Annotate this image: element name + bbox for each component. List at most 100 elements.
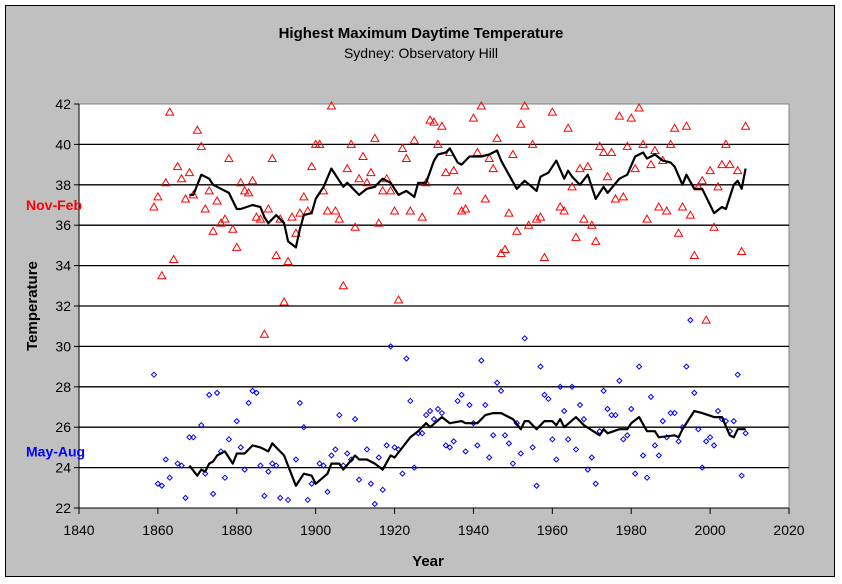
data-point-diamond — [454, 397, 461, 405]
data-point-triangle — [358, 151, 368, 161]
y-tick-label: 28 — [55, 379, 71, 395]
data-point-triangle — [480, 193, 491, 203]
chart-subtitle: Sydney: Observatory Hill — [344, 45, 498, 61]
data-point-triangle — [326, 101, 337, 110]
data-point-triangle — [330, 206, 341, 215]
data-point-diamond — [265, 468, 272, 475]
data-point-diamond — [190, 434, 197, 441]
data-point-diamond — [706, 434, 714, 441]
data-point-triangle — [385, 185, 396, 195]
data-point-diamond — [458, 391, 465, 399]
data-point-diamond — [166, 474, 173, 481]
data-point-triangle — [369, 133, 380, 142]
x-tick-label: 1980 — [616, 522, 647, 538]
data-point-triangle — [409, 135, 420, 144]
series-label-may-aug: May-Aug — [26, 443, 85, 459]
x-axis-label: Year — [412, 553, 444, 570]
data-point-triangle — [717, 159, 727, 169]
x-tick-label: 1840 — [63, 522, 94, 538]
data-point-diamond — [549, 436, 556, 443]
data-point-diamond — [379, 486, 386, 494]
data-point-triangle — [508, 149, 518, 158]
data-point-triangle — [602, 171, 613, 181]
data-point-triangle — [685, 210, 696, 219]
data-point-triangle — [669, 123, 680, 132]
data-point-diamond — [446, 444, 453, 451]
data-point-diamond — [225, 436, 233, 443]
data-point-triangle — [724, 159, 735, 169]
data-point-triangle — [571, 232, 581, 241]
data-point-diamond — [241, 466, 248, 473]
data-point-triangle — [180, 193, 191, 203]
data-point-diamond — [442, 442, 450, 449]
data-point-triangle — [291, 228, 301, 237]
data-point-triangle — [354, 173, 364, 183]
data-point-triangle — [366, 167, 376, 177]
data-point-diamond — [553, 456, 560, 463]
y-tick-label: 32 — [55, 298, 71, 314]
data-point-diamond — [324, 488, 331, 496]
data-point-triangle — [224, 153, 234, 163]
x-tick-label: 1860 — [142, 522, 173, 538]
data-point-triangle — [425, 115, 435, 124]
data-point-diamond — [742, 430, 749, 437]
data-point-triangle — [705, 165, 715, 175]
data-point-diamond — [450, 438, 457, 445]
data-point-triangle — [642, 214, 652, 223]
data-point-triangle — [677, 202, 688, 211]
data-point-triangle — [204, 185, 215, 195]
data-point-diamond — [355, 476, 363, 483]
data-point-diamond — [209, 490, 217, 498]
data-point-triangle — [192, 125, 203, 134]
data-point-triangle — [610, 193, 621, 203]
data-point-triangle — [575, 163, 585, 173]
data-point-triangle — [389, 206, 400, 215]
data-point-diamond — [568, 383, 576, 391]
data-point-diamond — [604, 405, 611, 413]
series-nov-feb — [149, 101, 751, 338]
data-point-triangle — [618, 191, 629, 201]
data-point-triangle — [322, 206, 333, 215]
data-point-triangle — [433, 139, 443, 148]
y-tick-label: 42 — [55, 96, 71, 112]
series-label-nov-feb: Nov-Feb — [26, 197, 82, 213]
data-point-triangle — [634, 103, 644, 112]
data-point-diamond — [714, 407, 722, 415]
data-point-triangle — [582, 161, 593, 171]
data-point-triangle — [519, 101, 530, 110]
data-point-triangle — [681, 121, 692, 130]
x-tick-label: 1880 — [221, 522, 252, 538]
data-point-diamond — [158, 482, 166, 489]
data-point-diamond — [517, 450, 524, 457]
data-point-diamond — [564, 436, 572, 443]
data-point-triangle — [255, 214, 266, 223]
data-point-triangle — [314, 139, 325, 148]
data-point-triangle — [626, 113, 637, 122]
data-point-diamond — [162, 456, 169, 463]
data-point-triangle — [689, 250, 700, 259]
data-point-triangle — [460, 204, 471, 213]
y-axis-label: Temperature — [24, 261, 41, 351]
data-point-triangle — [484, 153, 495, 163]
data-point-diamond — [308, 480, 315, 487]
data-point-diamond — [233, 417, 240, 425]
data-point-triangle — [701, 315, 712, 324]
data-point-triangle — [437, 121, 447, 130]
data-point-triangle — [740, 121, 751, 130]
data-point-diamond — [292, 456, 300, 463]
data-point-diamond — [710, 442, 718, 449]
data-point-triangle — [622, 141, 633, 150]
data-point-triangle — [196, 141, 207, 150]
data-point-triangle — [397, 143, 408, 152]
data-point-diamond — [730, 417, 737, 425]
data-point-triangle — [287, 212, 297, 221]
data-point-diamond — [430, 415, 438, 423]
series-layer — [149, 101, 751, 508]
data-point-diamond — [699, 464, 706, 471]
data-point-triangle — [527, 139, 538, 148]
data-point-triangle — [417, 212, 428, 221]
data-point-diamond — [154, 480, 162, 487]
data-point-diamond — [213, 389, 221, 397]
data-point-diamond — [478, 357, 485, 364]
